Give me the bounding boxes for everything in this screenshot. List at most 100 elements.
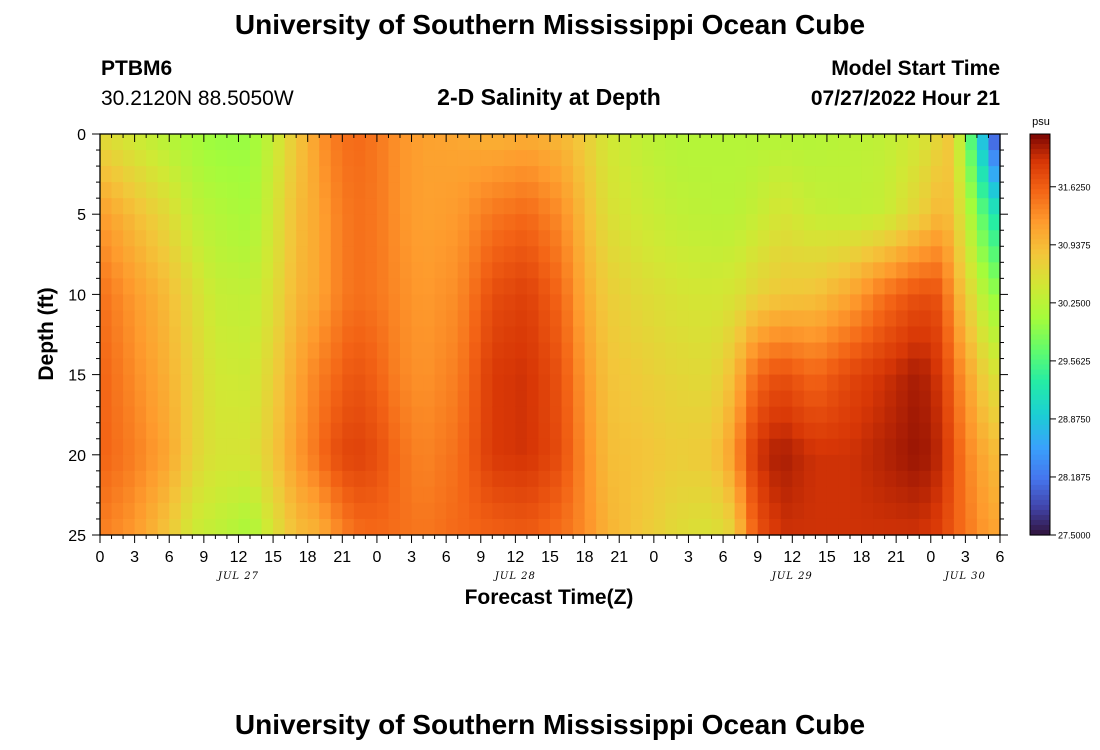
heatmap-cell xyxy=(930,150,943,167)
heatmap-cell xyxy=(434,342,447,360)
heatmap-cell xyxy=(261,422,274,440)
heatmap-cell xyxy=(919,358,932,376)
heatmap-cell xyxy=(711,502,724,520)
heatmap-cell xyxy=(780,214,793,231)
colorbar-tick-label: 28.8750 xyxy=(1058,414,1091,424)
colorbar-segment xyxy=(1030,419,1050,426)
heatmap-cell xyxy=(988,230,1001,247)
heatmap-cell xyxy=(584,294,597,312)
heatmap-cell xyxy=(653,422,666,440)
heatmap-cell xyxy=(953,134,966,151)
heatmap-cell xyxy=(273,150,286,167)
heatmap-cell xyxy=(584,438,597,456)
heatmap-cell xyxy=(596,150,609,167)
heatmap-cell xyxy=(919,134,932,151)
heatmap-cell xyxy=(169,278,182,295)
heatmap-cell xyxy=(319,294,332,312)
heatmap-cell xyxy=(953,358,966,376)
heatmap-cell xyxy=(550,454,563,472)
heatmap-cell xyxy=(400,246,413,263)
heatmap-cell xyxy=(180,406,193,424)
heatmap-cell xyxy=(365,230,378,247)
heatmap-cell xyxy=(953,278,966,295)
heatmap-cell xyxy=(630,358,643,376)
heatmap-cell xyxy=(261,326,274,344)
heatmap-cell xyxy=(550,358,563,376)
colorbar-segment xyxy=(1030,139,1050,145)
heatmap-cell xyxy=(123,438,136,456)
heatmap-cell xyxy=(838,198,851,215)
heatmap-cell xyxy=(180,246,193,263)
heatmap-cell xyxy=(261,470,274,488)
heatmap-cell xyxy=(700,294,713,312)
heatmap-cell xyxy=(226,262,240,279)
heatmap-cell xyxy=(746,278,759,295)
heatmap-cell xyxy=(607,358,620,376)
heatmap-cell xyxy=(884,454,897,472)
heatmap-cell xyxy=(434,518,447,536)
heatmap-cell xyxy=(134,438,147,456)
heatmap-cell xyxy=(284,342,297,360)
heatmap-cell xyxy=(746,374,759,392)
heatmap-cell xyxy=(169,518,182,536)
heatmap-cell xyxy=(146,342,159,360)
heatmap-cell xyxy=(838,166,851,183)
heatmap-cell xyxy=(469,310,482,328)
heatmap-cell xyxy=(111,150,124,167)
heatmap-cell xyxy=(273,134,286,151)
x-tick-label: 0 xyxy=(926,549,935,566)
colorbar-segment xyxy=(1030,394,1050,401)
heatmap-cell xyxy=(826,294,840,312)
heatmap-cell xyxy=(884,294,897,312)
colorbar-segment xyxy=(1030,404,1050,411)
heatmap-cell xyxy=(884,518,897,536)
heatmap-cell xyxy=(307,262,320,279)
heatmap-cell xyxy=(169,230,182,247)
colorbar-segment xyxy=(1030,284,1050,290)
heatmap-cell xyxy=(492,470,505,488)
heatmap-cell xyxy=(123,246,136,263)
heatmap-cell xyxy=(446,438,459,456)
heatmap-cell xyxy=(411,182,424,199)
heatmap-cell xyxy=(515,182,528,199)
heatmap-cell xyxy=(146,374,159,392)
heatmap-cell xyxy=(953,406,966,424)
heatmap-cell xyxy=(723,454,736,472)
heatmap-cell xyxy=(526,294,540,312)
heatmap-cell xyxy=(642,390,655,408)
heatmap-cell xyxy=(526,486,540,504)
heatmap-cell xyxy=(573,294,586,312)
heatmap-cell xyxy=(896,470,909,488)
heatmap-cell xyxy=(896,198,909,215)
heatmap-cell xyxy=(919,278,932,295)
heatmap-cell xyxy=(619,294,632,312)
heatmap-cell xyxy=(411,470,424,488)
heatmap-cell xyxy=(653,150,666,167)
heatmap-cell xyxy=(723,214,736,231)
heatmap-cell xyxy=(469,470,482,488)
heatmap-cell xyxy=(215,358,228,376)
heatmap-cell xyxy=(850,326,863,344)
heatmap-cell xyxy=(538,422,551,440)
heatmap-cell xyxy=(526,262,540,279)
heatmap-cell xyxy=(734,150,747,167)
heatmap-cell xyxy=(146,262,159,279)
heatmap-cell xyxy=(273,214,286,231)
heatmap-cell xyxy=(146,198,159,215)
heatmap-cell xyxy=(769,182,782,199)
heatmap-cell xyxy=(446,406,459,424)
heatmap-cell xyxy=(526,214,540,231)
heatmap-cell xyxy=(273,182,286,199)
heatmap-cell xyxy=(976,470,990,488)
heatmap-cell xyxy=(457,134,470,151)
heatmap-cell xyxy=(884,182,897,199)
heatmap-cell xyxy=(826,278,840,295)
colorbar-segment xyxy=(1030,164,1050,170)
heatmap-cell xyxy=(596,422,609,440)
heatmap-cell xyxy=(238,342,251,360)
heatmap-cell xyxy=(376,278,390,295)
heatmap-cell xyxy=(642,166,655,183)
heatmap-cell xyxy=(803,502,816,520)
heatmap-cell xyxy=(873,230,886,247)
heatmap-cell xyxy=(100,230,113,247)
